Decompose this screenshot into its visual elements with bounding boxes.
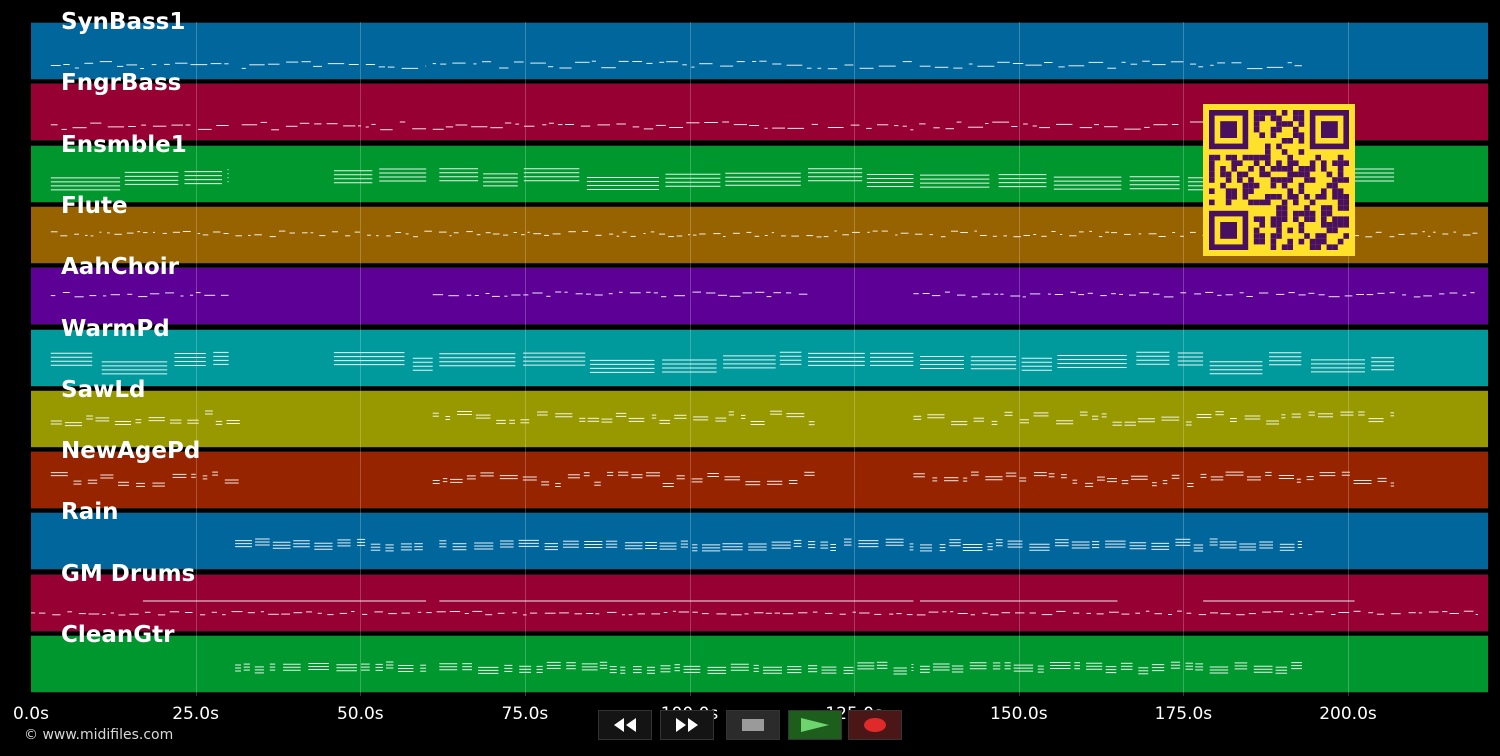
time-tick-label: 0.0s: [13, 704, 49, 724]
record-icon: [864, 718, 886, 732]
time-tick-label: 150.0s: [990, 704, 1048, 724]
rewind-button[interactable]: [598, 710, 652, 740]
track-name: SynBass1: [61, 9, 186, 35]
fast-forward-button[interactable]: [660, 710, 714, 740]
track-gm-drums[interactable]: GM Drums: [31, 561, 1488, 632]
time-tick-label: 50.0s: [336, 704, 384, 724]
track-name: Ensmble1: [61, 131, 187, 158]
track-notes: [235, 538, 1302, 552]
track-name: NewAgePd: [61, 438, 201, 465]
track-notes: [50, 60, 1302, 70]
track-notes: [50, 291, 1475, 298]
track-notes: [50, 351, 1395, 374]
transport-controls: [598, 710, 902, 740]
track-name: Flute: [61, 192, 128, 219]
track-cleangtr[interactable]: CleanGtr: [31, 622, 1488, 693]
play-icon: [801, 718, 829, 732]
track-notes: [50, 410, 1395, 426]
stop-icon: [742, 719, 764, 731]
track-notes: [31, 600, 1478, 616]
track-name: SawLd: [61, 376, 146, 403]
track-name: WarmPd: [61, 315, 170, 342]
track-notes: [50, 471, 1395, 488]
rewind-icon: [614, 718, 636, 732]
time-tick-label: 25.0s: [172, 704, 219, 724]
track-warmpd[interactable]: WarmPd: [31, 316, 1488, 387]
copyright-text: © www.midifiles.com: [24, 727, 174, 743]
track-notes: [50, 121, 1302, 131]
track-newagepd[interactable]: NewAgePd: [31, 438, 1488, 510]
qr-code-icon: [1203, 104, 1355, 256]
track-notes: [235, 661, 1302, 675]
stop-button[interactable]: [726, 710, 780, 740]
track-name: AahChoir: [61, 254, 179, 281]
track-name: Rain: [61, 499, 119, 526]
record-button[interactable]: [848, 710, 902, 740]
time-tick-label: 75.0s: [501, 704, 549, 724]
track-name: FngrBass: [61, 70, 182, 97]
time-tick-label: 175.0s: [1154, 704, 1213, 724]
fast-forward-icon: [676, 718, 698, 732]
track-rain[interactable]: Rain: [31, 499, 1488, 571]
time-tick-label: 200.0s: [1319, 704, 1377, 724]
play-button[interactable]: [788, 710, 842, 740]
track-name: GM Drums: [61, 560, 196, 587]
track-aahchoir[interactable]: AahChoir: [31, 254, 1488, 326]
track-name: CleanGtr: [61, 622, 175, 648]
track-sawld[interactable]: SawLd: [31, 377, 1488, 448]
track-synbass1[interactable]: SynBass1: [31, 9, 1488, 80]
